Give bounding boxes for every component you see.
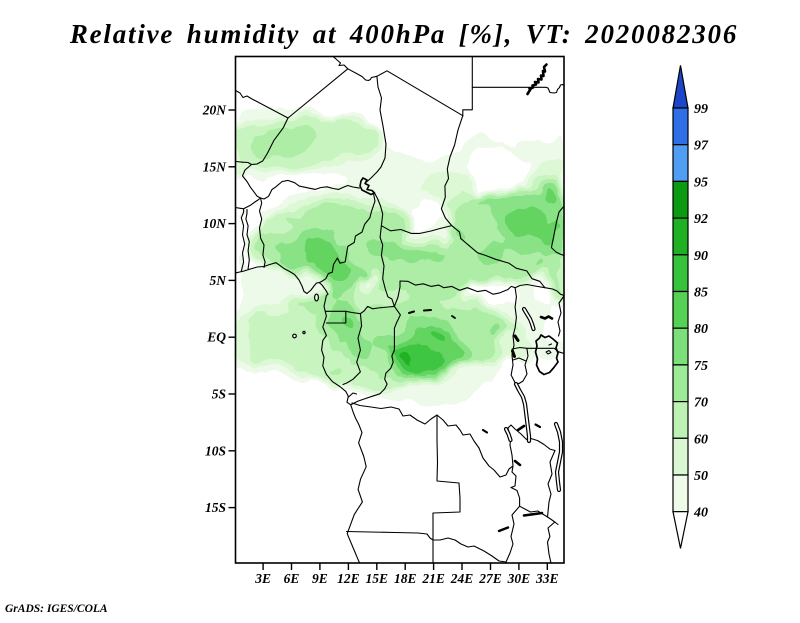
svg-text:GrADS: IGES/COLA: GrADS: IGES/COLA	[5, 603, 108, 615]
svg-text:EQ: EQ	[206, 330, 226, 345]
svg-text:33E: 33E	[535, 571, 559, 586]
svg-text:24E: 24E	[450, 571, 474, 586]
svg-text:75: 75	[694, 359, 708, 374]
svg-text:6E: 6E	[284, 571, 300, 586]
svg-text:15N: 15N	[203, 159, 228, 174]
svg-text:3E: 3E	[254, 571, 271, 586]
svg-text:60: 60	[694, 432, 708, 447]
svg-text:92: 92	[694, 212, 708, 227]
svg-text:10S: 10S	[205, 443, 226, 458]
svg-text:40: 40	[693, 506, 708, 521]
svg-text:99: 99	[694, 102, 708, 117]
svg-text:Relative humidity at 400hPa [%: Relative humidity at 400hPa [%], VT: 202…	[69, 19, 738, 49]
svg-text:15S: 15S	[205, 500, 226, 515]
svg-text:90: 90	[694, 249, 708, 264]
svg-text:50: 50	[694, 469, 708, 484]
svg-text:9E: 9E	[312, 571, 328, 586]
svg-text:30E: 30E	[507, 571, 531, 586]
svg-text:27E: 27E	[478, 571, 502, 586]
svg-text:95: 95	[694, 175, 708, 190]
svg-text:21E: 21E	[421, 571, 445, 586]
svg-text:20N: 20N	[202, 103, 228, 118]
svg-text:12E: 12E	[337, 571, 360, 586]
svg-text:10N: 10N	[203, 216, 228, 231]
svg-text:97: 97	[694, 139, 709, 154]
svg-text:80: 80	[694, 322, 708, 337]
svg-text:5N: 5N	[210, 273, 228, 288]
svg-text:18E: 18E	[394, 571, 417, 586]
svg-text:70: 70	[694, 396, 708, 411]
svg-text:15E: 15E	[366, 571, 389, 586]
svg-text:5S: 5S	[212, 387, 226, 402]
svg-text:85: 85	[694, 286, 708, 301]
